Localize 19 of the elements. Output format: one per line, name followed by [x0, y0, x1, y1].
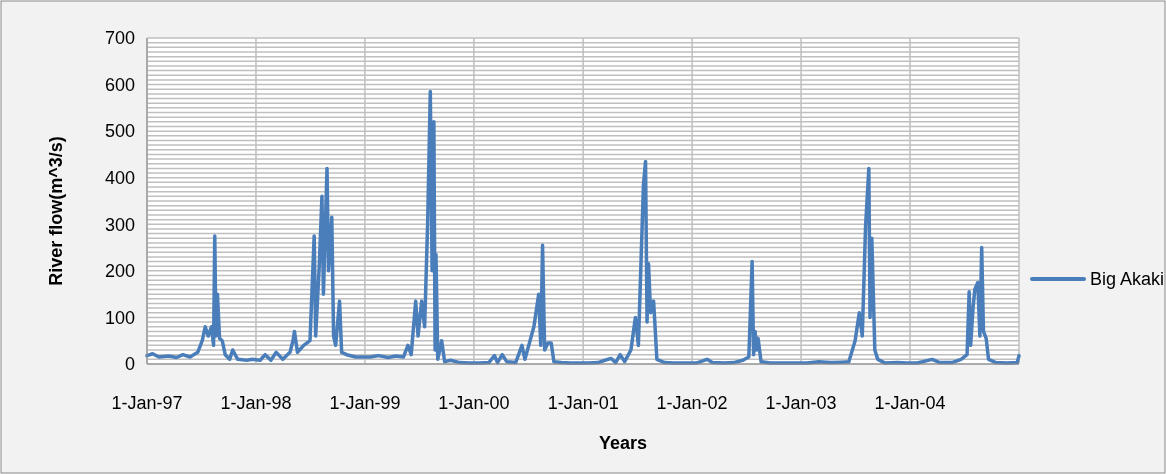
y-tick-label: 700 [104, 28, 135, 49]
legend-label: Big Akaki [1090, 269, 1165, 290]
y-tick-label: 600 [104, 74, 135, 95]
y-axis-title: River flow(m^3/s) [46, 136, 66, 286]
x-tick-label: 1-Jan-01 [547, 393, 619, 413]
y-tick-label: 200 [104, 261, 135, 282]
y-tick-label: 100 [104, 307, 135, 328]
y-tick-label: 0 [124, 354, 135, 375]
x-tick-label: 1-Jan-03 [765, 393, 837, 413]
y-tick-label: 300 [104, 214, 135, 235]
x-tick-label: 1-Jan-04 [874, 393, 946, 413]
x-tick-label: 1-Jan-02 [656, 393, 728, 413]
y-tick-label: 500 [104, 121, 135, 142]
x-tick-label: 1-Jan-97 [111, 393, 183, 413]
x-axis-title: Years [598, 433, 648, 453]
y-tick-label: 400 [104, 168, 135, 189]
x-tick-label: 1-Jan-98 [220, 393, 292, 413]
x-tick-label: 1-Jan-00 [438, 393, 510, 413]
x-tick-label: 1-Jan-99 [329, 393, 401, 413]
